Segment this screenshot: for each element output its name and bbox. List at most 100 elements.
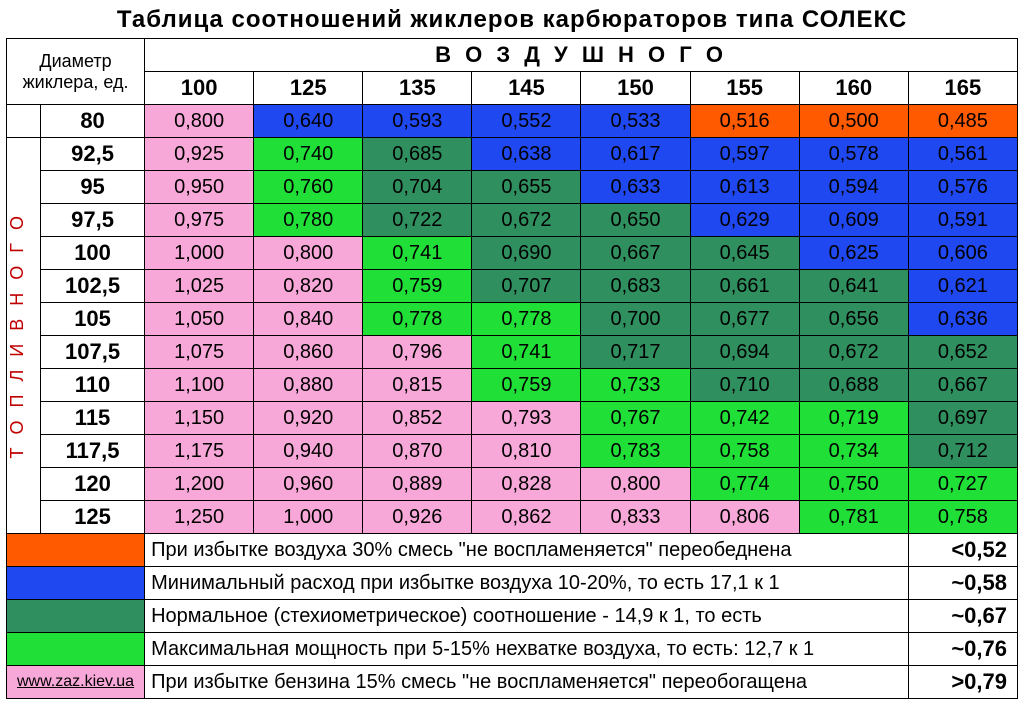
cell-4-3: 0,690 <box>472 237 581 270</box>
cell-1-3: 0,638 <box>472 138 581 171</box>
cell-2-1: 0,760 <box>254 171 363 204</box>
cell-3-5: 0,629 <box>690 204 799 237</box>
cell-2-5: 0,613 <box>690 171 799 204</box>
legend-val-0: <0,52 <box>908 534 1017 567</box>
cell-5-2: 0,759 <box>363 270 472 303</box>
corner-label: Диаметржиклера, ед. <box>7 39 145 105</box>
cell-6-3: 0,778 <box>472 303 581 336</box>
cell-12-7: 0,758 <box>908 501 1017 534</box>
cell-10-7: 0,712 <box>908 435 1017 468</box>
cell-9-1: 0,920 <box>254 402 363 435</box>
fuel-row-12: 125 <box>41 501 145 534</box>
cell-5-5: 0,661 <box>690 270 799 303</box>
cell-8-7: 0,667 <box>908 369 1017 402</box>
cell-3-0: 0,975 <box>145 204 254 237</box>
cell-7-7: 0,652 <box>908 336 1017 369</box>
cell-7-3: 0,741 <box>472 336 581 369</box>
fuel-row-5: 102,5 <box>41 270 145 303</box>
cell-6-6: 0,656 <box>799 303 908 336</box>
cell-1-1: 0,740 <box>254 138 363 171</box>
cell-6-5: 0,677 <box>690 303 799 336</box>
cell-9-0: 1,150 <box>145 402 254 435</box>
cell-4-0: 1,000 <box>145 237 254 270</box>
legend-text-1: Минимальный расход при избытке воздуха 1… <box>145 567 909 600</box>
cell-7-1: 0,860 <box>254 336 363 369</box>
cell-3-7: 0,591 <box>908 204 1017 237</box>
cell-7-6: 0,672 <box>799 336 908 369</box>
legend-text-4: При избытке бензина 15% смесь "не воспла… <box>145 666 909 699</box>
cell-9-7: 0,697 <box>908 402 1017 435</box>
cell-8-3: 0,759 <box>472 369 581 402</box>
cell-0-4: 0,533 <box>581 105 690 138</box>
ratio-table: Диаметржиклера, ед.В О З Д У Ш Н О Г О10… <box>6 38 1018 699</box>
cell-3-2: 0,722 <box>363 204 472 237</box>
air-col-6: 160 <box>799 72 908 105</box>
cell-2-6: 0,594 <box>799 171 908 204</box>
cell-10-1: 0,940 <box>254 435 363 468</box>
cell-8-4: 0,733 <box>581 369 690 402</box>
cell-1-5: 0,597 <box>690 138 799 171</box>
cell-0-2: 0,593 <box>363 105 472 138</box>
cell-8-5: 0,710 <box>690 369 799 402</box>
air-col-3: 145 <box>472 72 581 105</box>
cell-7-2: 0,796 <box>363 336 472 369</box>
air-col-1: 125 <box>254 72 363 105</box>
cell-0-0: 0,800 <box>145 105 254 138</box>
air-col-5: 155 <box>690 72 799 105</box>
fuel-header-vertical: Т О П Л И В Н О Г О <box>7 138 41 534</box>
cell-11-5: 0,774 <box>690 468 799 501</box>
fuel-row-6: 105 <box>41 303 145 336</box>
cell-0-6: 0,500 <box>799 105 908 138</box>
cell-4-7: 0,606 <box>908 237 1017 270</box>
cell-10-0: 1,175 <box>145 435 254 468</box>
legend-text-0: При избытке воздуха 30% смесь "не воспла… <box>145 534 909 567</box>
cell-6-0: 1,050 <box>145 303 254 336</box>
cell-4-5: 0,645 <box>690 237 799 270</box>
cell-1-0: 0,925 <box>145 138 254 171</box>
cell-1-6: 0,578 <box>799 138 908 171</box>
cell-9-5: 0,742 <box>690 402 799 435</box>
fuel-row-0: 80 <box>41 105 145 138</box>
cell-12-0: 1,250 <box>145 501 254 534</box>
fuel-row-2: 95 <box>41 171 145 204</box>
cell-7-0: 1,075 <box>145 336 254 369</box>
cell-12-2: 0,926 <box>363 501 472 534</box>
fuel-row-8: 110 <box>41 369 145 402</box>
cell-3-3: 0,672 <box>472 204 581 237</box>
cell-11-7: 0,727 <box>908 468 1017 501</box>
cell-5-7: 0,621 <box>908 270 1017 303</box>
blank-vert <box>7 105 41 138</box>
source-url: www.zaz.kiev.ua <box>7 666 145 699</box>
cell-3-4: 0,650 <box>581 204 690 237</box>
cell-4-6: 0,625 <box>799 237 908 270</box>
cell-6-2: 0,778 <box>363 303 472 336</box>
legend-val-1: ~0,58 <box>908 567 1017 600</box>
cell-11-0: 1,200 <box>145 468 254 501</box>
cell-1-4: 0,617 <box>581 138 690 171</box>
cell-2-3: 0,655 <box>472 171 581 204</box>
cell-12-3: 0,862 <box>472 501 581 534</box>
cell-8-1: 0,880 <box>254 369 363 402</box>
cell-2-7: 0,576 <box>908 171 1017 204</box>
fuel-row-1: 92,5 <box>41 138 145 171</box>
cell-2-2: 0,704 <box>363 171 472 204</box>
cell-4-2: 0,741 <box>363 237 472 270</box>
cell-9-4: 0,767 <box>581 402 690 435</box>
cell-0-5: 0,516 <box>690 105 799 138</box>
air-col-0: 100 <box>145 72 254 105</box>
cell-1-2: 0,685 <box>363 138 472 171</box>
cell-6-4: 0,700 <box>581 303 690 336</box>
cell-10-5: 0,758 <box>690 435 799 468</box>
cell-8-0: 1,100 <box>145 369 254 402</box>
cell-8-2: 0,815 <box>363 369 472 402</box>
fuel-row-10: 117,5 <box>41 435 145 468</box>
cell-9-6: 0,719 <box>799 402 908 435</box>
cell-3-1: 0,780 <box>254 204 363 237</box>
cell-1-7: 0,561 <box>908 138 1017 171</box>
legend-swatch-3 <box>7 633 145 666</box>
legend-swatch-1 <box>7 567 145 600</box>
fuel-row-7: 107,5 <box>41 336 145 369</box>
cell-10-3: 0,810 <box>472 435 581 468</box>
cell-5-0: 1,025 <box>145 270 254 303</box>
fuel-row-4: 100 <box>41 237 145 270</box>
